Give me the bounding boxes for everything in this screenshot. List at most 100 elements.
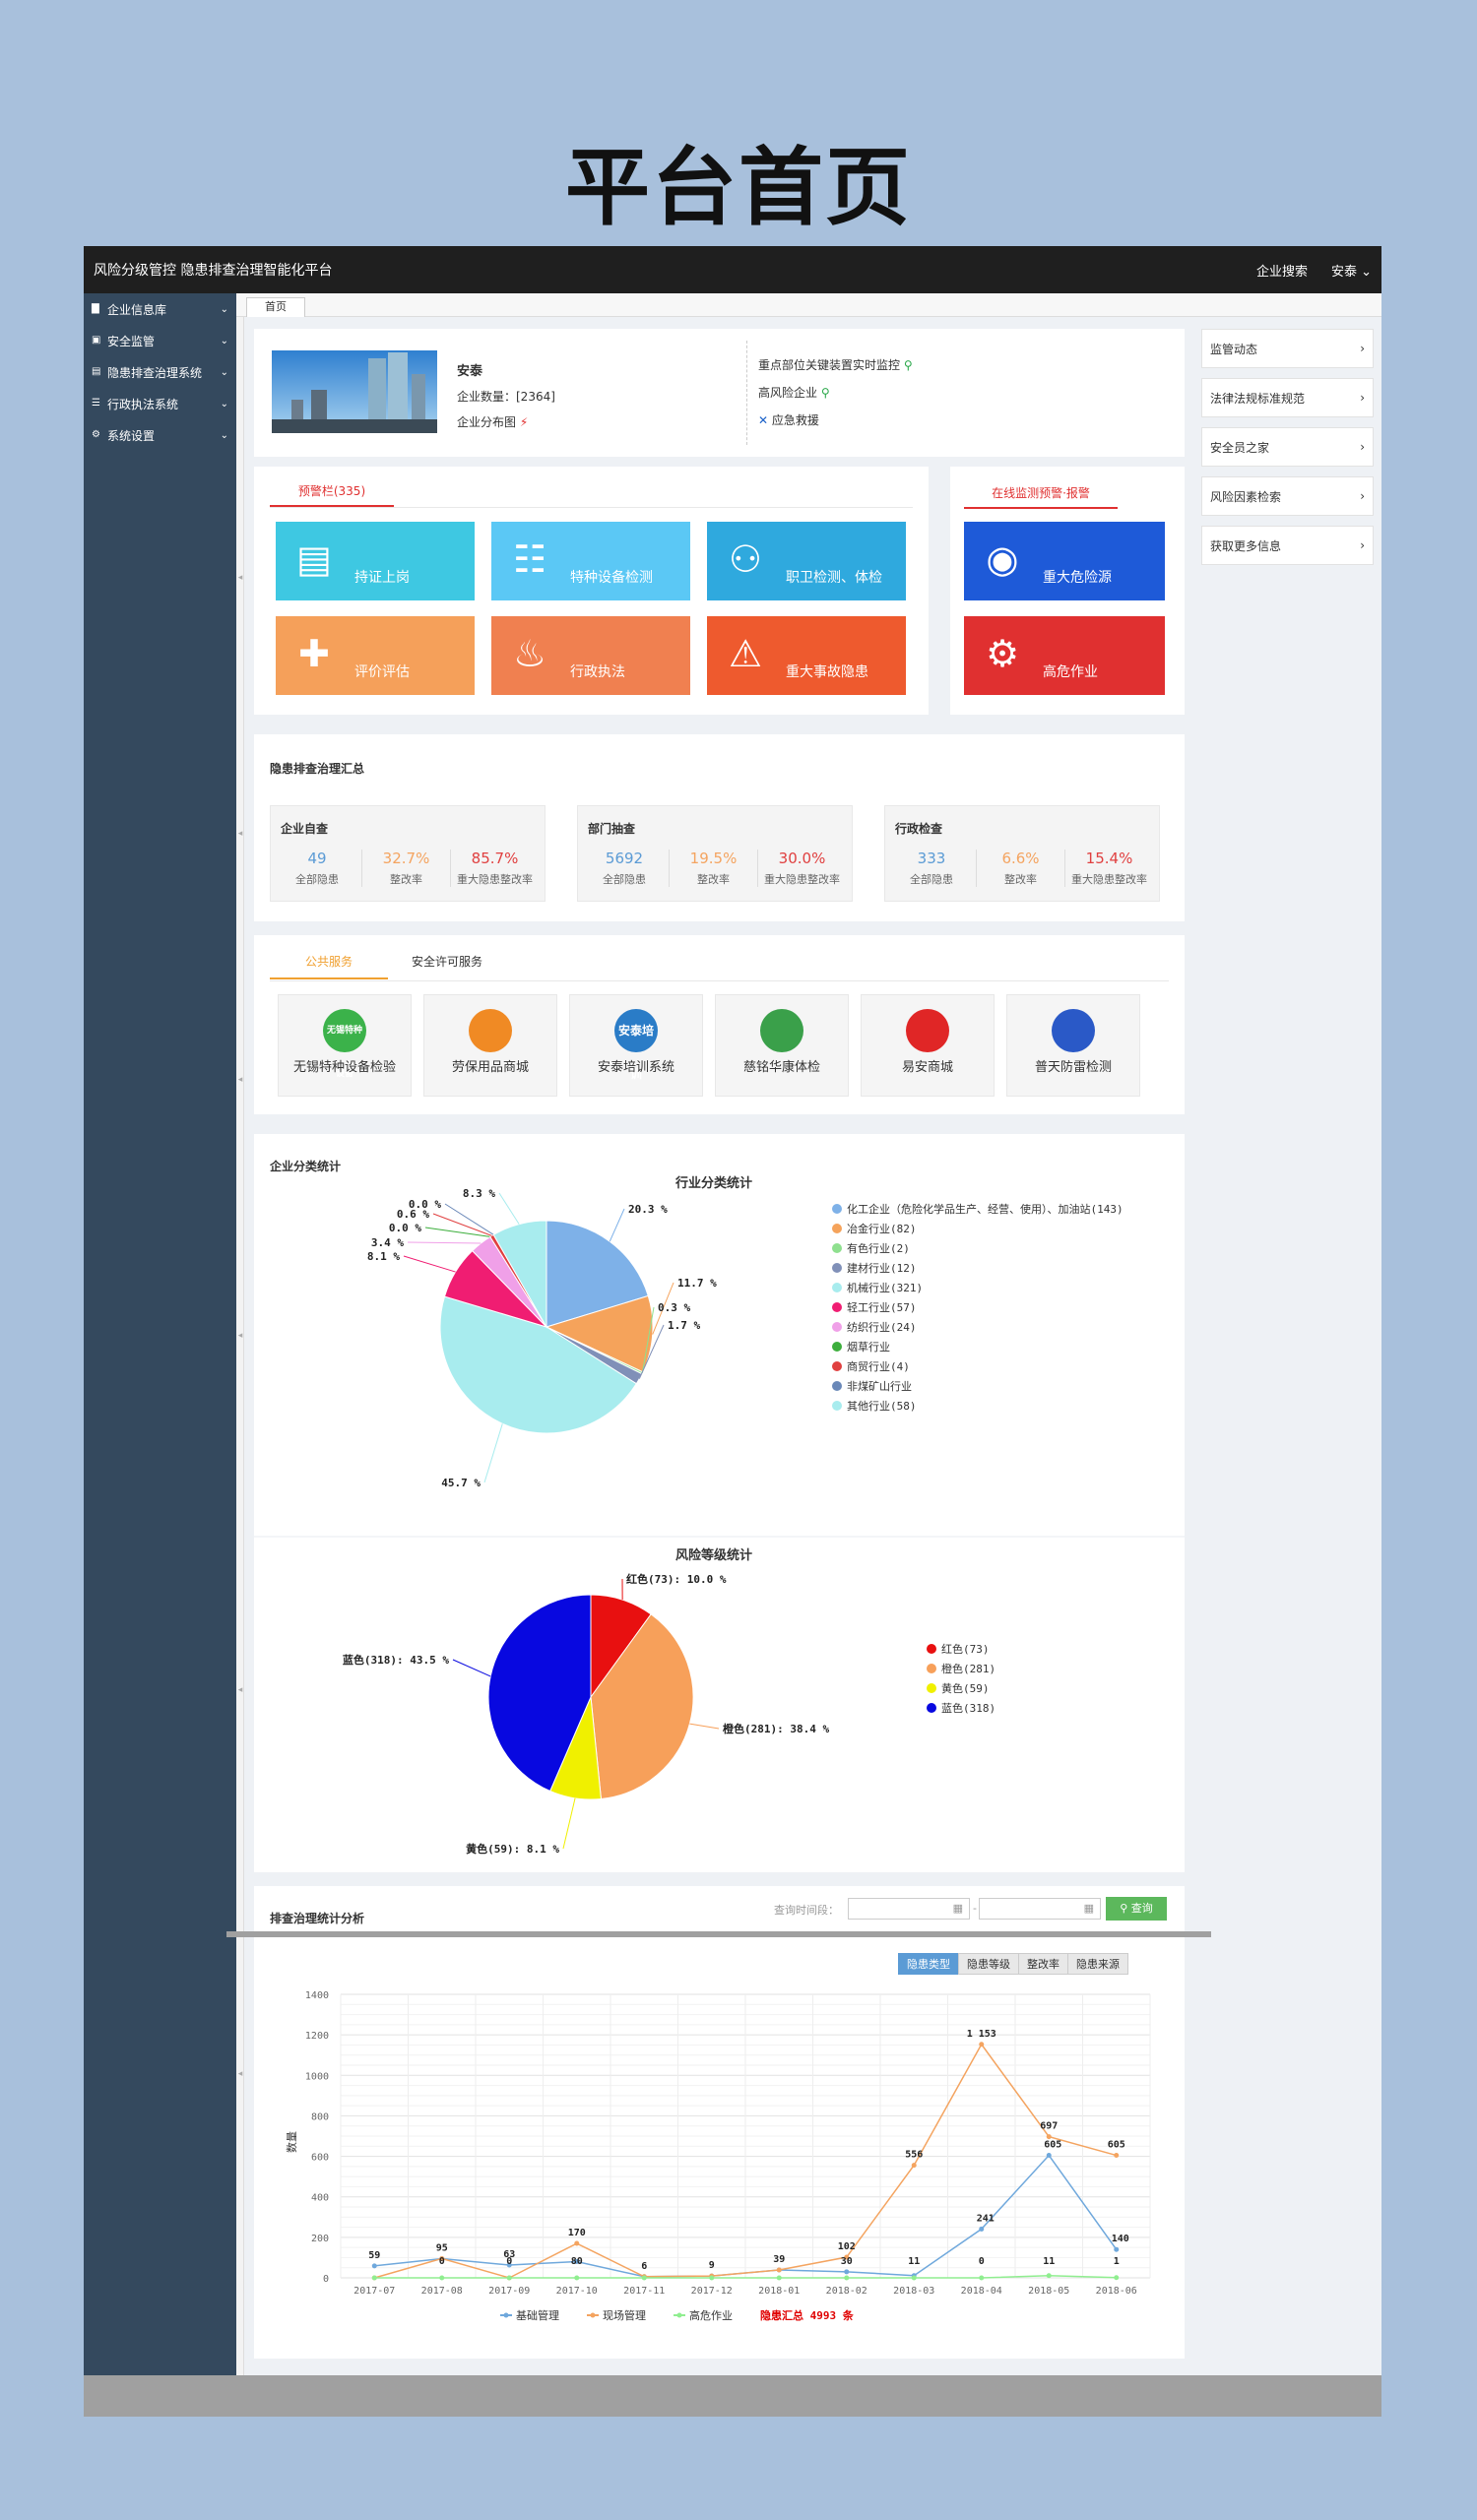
legend-label[interactable]: 基础管理 (516, 2308, 559, 2322)
data-point[interactable] (1046, 2153, 1052, 2159)
warning-tile[interactable]: ◉ 重大危险源 (964, 522, 1165, 600)
bottom-scrollbar[interactable] (84, 2375, 1381, 2417)
data-point[interactable] (371, 2263, 377, 2269)
warning-tile[interactable]: ✚ 评价评估 (276, 616, 475, 695)
collapse-arrow-icon[interactable]: ◂ (237, 1331, 243, 1341)
data-point[interactable] (574, 2240, 580, 2246)
x-tick-label: 2018-04 (961, 2286, 1002, 2297)
chart-toggle-button[interactable]: 整改率 (1018, 1953, 1068, 1975)
warning-tile[interactable]: ☷ 特种设备检测 (491, 522, 690, 600)
horizontal-scrollbar[interactable] (226, 1931, 1211, 1937)
data-point[interactable] (844, 2275, 850, 2281)
legend-label[interactable]: 橙色(281) (941, 1662, 995, 1675)
high-risk-label: 高风险企业 (758, 386, 818, 400)
data-point[interactable] (439, 2275, 445, 2281)
pie-slice[interactable] (492, 1220, 547, 1329)
data-point[interactable] (979, 2042, 985, 2048)
data-point[interactable] (776, 2275, 782, 2281)
emergency-link[interactable]: ✕ 应急救援 (758, 411, 819, 428)
data-point[interactable] (1114, 2275, 1120, 2281)
data-point[interactable] (844, 2269, 850, 2275)
warning-tile[interactable]: ⚠ 重大事故隐患 (707, 616, 906, 695)
warning-tile[interactable]: ♨ 行政执法 (491, 616, 690, 695)
legend-label[interactable]: 化工企业（危险化学品生产、经营、使用）、加油站(143) (847, 1202, 1124, 1216)
legend-label[interactable]: 有色行业(2) (847, 1241, 910, 1255)
service-item[interactable]: 安泰培训 安泰培训系统 (569, 994, 703, 1097)
enterprise-search-link[interactable]: 企业搜索 (1255, 264, 1308, 280)
legend-label[interactable]: 机械行业(321) (847, 1281, 923, 1294)
data-point[interactable] (506, 2275, 512, 2281)
right-link[interactable]: 法律法规标准规范 › (1201, 378, 1374, 417)
collapse-arrow-icon[interactable]: ◂ (237, 573, 243, 583)
legend-label[interactable]: 高危作业 (689, 2308, 733, 2322)
warning-tile[interactable]: ⚇ 职卫检测、体检 (707, 522, 906, 600)
collapse-arrow-icon[interactable]: ◂ (237, 829, 243, 839)
right-link[interactable]: 获取更多信息 › (1201, 526, 1374, 565)
collapse-strip[interactable]: ◂ ◂ ◂ ◂ ◂ ◂ (236, 317, 244, 2375)
data-point[interactable] (371, 2275, 377, 2281)
sidebar-item[interactable]: ⚙ 系统设置 ⌄ (84, 419, 236, 451)
warning-tile[interactable]: ⚙ 高危作业 (964, 616, 1165, 695)
service-item[interactable]: 劳保用品商城 (423, 994, 557, 1097)
legend-label[interactable]: 烟草行业 (847, 1340, 890, 1354)
collapse-arrow-icon[interactable]: ◂ (237, 1685, 243, 1695)
warning-tile[interactable]: ▤ 持证上岗 (276, 522, 475, 600)
key-monitor-link[interactable]: 重点部位关键装置实时监控 ⚲ (758, 356, 913, 373)
app-window: 风险分级管控 隐患排查治理智能化平台 企业搜索 安泰 ⌄ ▇ 企业信息库 ⌄ ▣ 安全监… (84, 246, 1381, 2417)
data-point[interactable] (979, 2226, 985, 2232)
data-point[interactable] (1046, 2273, 1052, 2279)
legend-label[interactable]: 其他行业(58) (847, 1400, 917, 1413)
legend-label[interactable]: 蓝色(318) (941, 1701, 995, 1715)
data-point[interactable] (844, 2254, 850, 2260)
start-date-input[interactable]: ▦ (848, 1898, 970, 1920)
chart-toggle-button[interactable]: 隐患来源 (1067, 1953, 1128, 1975)
collapse-arrow-icon[interactable]: ◂ (237, 2069, 243, 2079)
right-link[interactable]: 安全员之家 › (1201, 427, 1374, 467)
chart-toggle-button[interactable]: 隐患等级 (958, 1953, 1019, 1975)
data-point[interactable] (439, 2255, 445, 2261)
legend-label[interactable]: 红色(73) (941, 1642, 990, 1656)
legend-label[interactable]: 黄色(59) (941, 1681, 990, 1695)
data-point[interactable] (776, 2267, 782, 2273)
data-point[interactable] (574, 2275, 580, 2281)
legend-label[interactable]: 现场管理 (603, 2308, 646, 2322)
sidebar-item[interactable]: ▇ 企业信息库 ⌄ (84, 293, 236, 325)
data-point[interactable] (641, 2275, 647, 2281)
high-risk-link[interactable]: 高风险企业 ⚲ (758, 384, 830, 401)
tab-public-service[interactable]: 公共服务 (270, 953, 388, 979)
data-point[interactable] (1114, 2153, 1120, 2159)
service-item[interactable]: 普天防雷检测 (1006, 994, 1140, 1097)
service-item[interactable]: 慈铭华康体检 (715, 994, 849, 1097)
right-link[interactable]: 风险因素检索 › (1201, 476, 1374, 516)
legend-label[interactable]: 纺织行业(24) (847, 1320, 917, 1334)
legend-label[interactable]: 冶金行业(82) (847, 1222, 917, 1235)
collapse-arrow-icon[interactable]: ◂ (237, 1075, 243, 1085)
query-button[interactable]: ⚲ 查询 (1106, 1897, 1167, 1921)
service-item[interactable]: 易安商城 (861, 994, 995, 1097)
data-point[interactable] (709, 2275, 715, 2281)
legend-label[interactable]: 非煤矿山行业 (847, 1380, 912, 1393)
chart-toggle-button[interactable]: 隐患类型 (898, 1953, 959, 1975)
legend-label[interactable]: 建材行业(12) (847, 1261, 917, 1275)
pie-slice[interactable] (487, 1594, 592, 1793)
enterprise-map-link[interactable]: 企业分布图 ⚡ (457, 413, 528, 430)
right-link[interactable]: 监管动态 › (1201, 329, 1374, 368)
data-point[interactable] (911, 2163, 917, 2169)
data-point[interactable] (1046, 2134, 1052, 2140)
data-point[interactable] (1114, 2246, 1120, 2252)
end-date-input[interactable]: ▦ (979, 1898, 1101, 1920)
service-item[interactable]: 无锡特种设备 无锡特种设备检验 (278, 994, 412, 1097)
tab-safety-permit[interactable]: 安全许可服务 (411, 955, 482, 969)
data-point[interactable] (911, 2275, 917, 2281)
sidebar-item[interactable]: ▣ 安全监管 ⌄ (84, 325, 236, 356)
legend-label[interactable]: 轻工行业(57) (847, 1300, 917, 1314)
tab-home[interactable]: 首页 (246, 297, 305, 317)
data-point[interactable] (506, 2262, 512, 2268)
sidebar-item[interactable]: ☰ 行政执法系统 ⌄ (84, 388, 236, 419)
chevron-right-icon: › (1360, 391, 1365, 405)
data-point[interactable] (574, 2259, 580, 2265)
sidebar-item[interactable]: ▤ 隐患排查治理系统 ⌄ (84, 356, 236, 388)
user-menu[interactable]: 安泰 ⌄ (1331, 261, 1372, 280)
legend-label[interactable]: 商贸行业(4) (847, 1359, 910, 1373)
data-point[interactable] (979, 2275, 985, 2281)
